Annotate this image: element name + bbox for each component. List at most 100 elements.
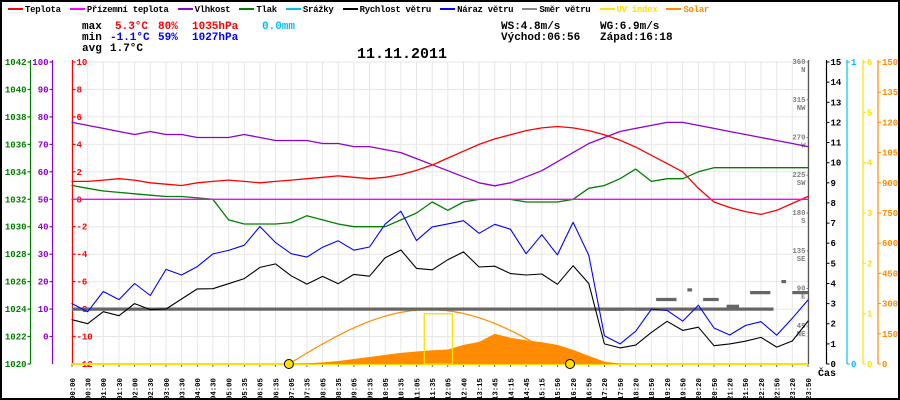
svg-text:1050: 1050 <box>882 149 900 159</box>
svg-text:1350: 1350 <box>882 88 900 98</box>
svg-text:18:50: 18:50 <box>649 378 657 400</box>
svg-text:12:40: 12:40 <box>461 378 469 400</box>
svg-text:20:20: 20:20 <box>696 378 704 400</box>
svg-text:SW: SW <box>797 180 806 188</box>
svg-text:900: 900 <box>882 179 898 189</box>
svg-text:1028: 1028 <box>5 250 27 260</box>
svg-text:08:35: 08:35 <box>336 378 344 400</box>
svg-text:03:00: 03:00 <box>164 378 172 400</box>
svg-text:1038: 1038 <box>5 113 27 123</box>
svg-text:300: 300 <box>882 300 898 310</box>
svg-text:2: 2 <box>77 168 82 178</box>
svg-text:1024: 1024 <box>5 305 27 315</box>
svg-text:0: 0 <box>43 333 48 343</box>
svg-text:10: 10 <box>831 159 842 169</box>
svg-text:NE: NE <box>797 331 806 339</box>
svg-text:6: 6 <box>867 58 872 68</box>
svg-text:10:05: 10:05 <box>383 378 391 400</box>
svg-text:02:00: 02:00 <box>132 378 140 400</box>
svg-text:1: 1 <box>851 58 857 68</box>
svg-text:1034: 1034 <box>5 168 27 178</box>
svg-text:SE: SE <box>797 256 806 264</box>
svg-text:09:35: 09:35 <box>367 378 375 400</box>
svg-text:16:50: 16:50 <box>587 378 595 400</box>
svg-text:60: 60 <box>38 168 49 178</box>
svg-text:11: 11 <box>831 139 842 149</box>
svg-text:-2: -2 <box>77 223 88 233</box>
svg-text:8: 8 <box>831 199 836 209</box>
svg-text:4: 4 <box>831 280 837 290</box>
svg-text:1: 1 <box>867 310 873 320</box>
svg-text:0: 0 <box>882 360 887 370</box>
svg-text:05:00: 05:00 <box>226 378 234 400</box>
svg-text:20: 20 <box>38 278 49 288</box>
svg-text:10: 10 <box>38 305 49 315</box>
svg-text:05:35: 05:35 <box>242 378 250 400</box>
svg-text:22:50: 22:50 <box>775 378 783 400</box>
svg-text:S: S <box>801 218 806 226</box>
svg-text:50: 50 <box>38 195 49 205</box>
svg-text:10:35: 10:35 <box>399 378 407 400</box>
svg-text:13: 13 <box>831 98 842 108</box>
svg-text:8: 8 <box>77 86 82 96</box>
svg-text:07:05: 07:05 <box>289 378 297 400</box>
svg-text:6: 6 <box>77 113 82 123</box>
svg-text:07:35: 07:35 <box>305 378 313 400</box>
svg-text:E: E <box>801 294 806 302</box>
svg-text:Čas: Čas <box>818 366 836 380</box>
svg-text:18:20: 18:20 <box>634 378 642 400</box>
svg-text:01:30: 01:30 <box>117 378 125 400</box>
svg-text:00:30: 00:30 <box>86 378 94 400</box>
svg-text:15:50: 15:50 <box>555 378 563 400</box>
svg-text:1: 1 <box>831 340 837 350</box>
svg-text:0: 0 <box>867 360 872 370</box>
svg-text:04:00: 04:00 <box>195 378 203 400</box>
svg-text:11:35: 11:35 <box>430 378 438 400</box>
svg-text:-10: -10 <box>77 333 93 343</box>
svg-text:23:20: 23:20 <box>790 378 798 400</box>
svg-text:04:30: 04:30 <box>211 378 219 400</box>
svg-text:12: 12 <box>831 118 842 128</box>
svg-text:14:15: 14:15 <box>508 378 516 400</box>
svg-text:360: 360 <box>792 59 805 67</box>
svg-text:14: 14 <box>831 78 842 88</box>
svg-text:6: 6 <box>831 239 836 249</box>
svg-text:19:50: 19:50 <box>681 378 689 400</box>
svg-text:90: 90 <box>38 86 49 96</box>
svg-text:1042: 1042 <box>5 58 27 68</box>
svg-text:16:20: 16:20 <box>571 378 579 400</box>
svg-text:15:15: 15:15 <box>540 378 548 400</box>
svg-text:1032: 1032 <box>5 195 27 205</box>
svg-text:9: 9 <box>831 179 836 189</box>
svg-text:225: 225 <box>792 172 805 180</box>
svg-text:NW: NW <box>797 105 806 113</box>
svg-text:4: 4 <box>77 140 83 150</box>
svg-text:15: 15 <box>831 58 842 68</box>
svg-text:21:20: 21:20 <box>728 378 736 400</box>
svg-text:1022: 1022 <box>5 333 27 343</box>
svg-text:450: 450 <box>882 269 898 279</box>
svg-text:80: 80 <box>38 113 49 123</box>
svg-text:2: 2 <box>867 259 872 269</box>
svg-text:2: 2 <box>831 320 836 330</box>
svg-text:5: 5 <box>867 108 872 118</box>
svg-text:11:05: 11:05 <box>414 378 422 400</box>
svg-text:20:50: 20:50 <box>712 378 720 400</box>
svg-text:180: 180 <box>792 210 805 218</box>
svg-text:7: 7 <box>831 219 836 229</box>
svg-text:3: 3 <box>867 209 872 219</box>
svg-text:13:45: 13:45 <box>493 378 501 400</box>
svg-text:100: 100 <box>32 58 48 68</box>
svg-text:3: 3 <box>831 300 836 310</box>
svg-text:13:15: 13:15 <box>477 378 485 400</box>
svg-text:06:05: 06:05 <box>258 378 266 400</box>
svg-text:17:50: 17:50 <box>618 378 626 400</box>
svg-text:135: 135 <box>792 248 805 256</box>
svg-text:1040: 1040 <box>5 86 27 96</box>
svg-text:00:00: 00:00 <box>70 378 78 400</box>
svg-text:600: 600 <box>882 239 898 249</box>
svg-text:315: 315 <box>792 97 805 105</box>
svg-text:14:45: 14:45 <box>524 378 532 400</box>
svg-text:4: 4 <box>867 159 873 169</box>
svg-text:1200: 1200 <box>882 118 900 128</box>
